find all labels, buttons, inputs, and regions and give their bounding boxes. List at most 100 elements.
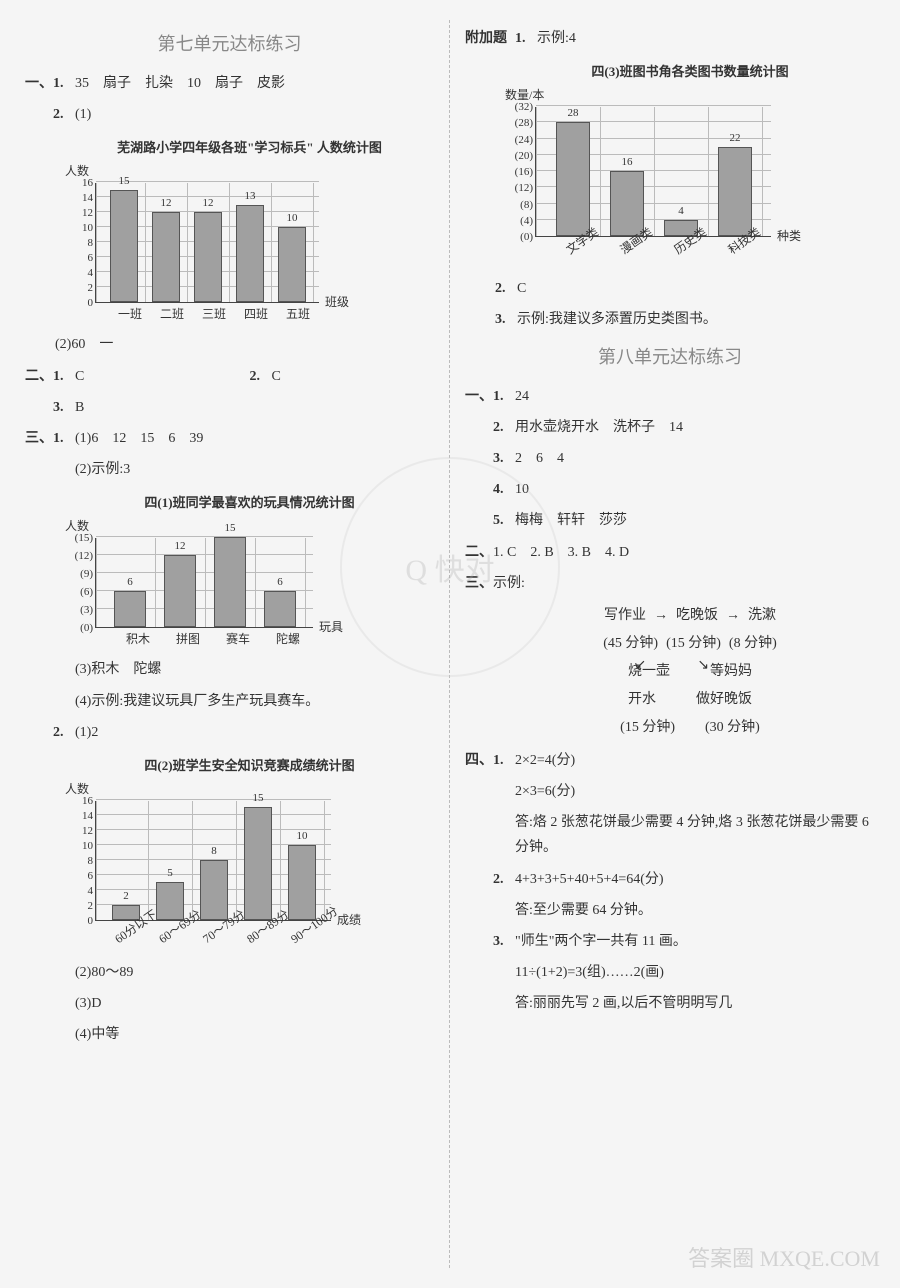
major-num: 一、	[25, 71, 53, 96]
bar-value: 15	[253, 792, 264, 804]
bar: 15	[244, 807, 272, 920]
u8-2: 二、1. C 2. B 3. B 4. D	[465, 540, 875, 565]
right-column: 附加题 1. 示例:4 四(3)班图书角各类图书数量统计图 数量/本 (0)(4…	[450, 20, 890, 1268]
row-3-2: 2.(1)2	[25, 720, 434, 745]
row-3-1-2: (2)示例:3	[75, 457, 434, 482]
chart2: 四(1)班同学最喜欢的玩具情况统计图 人数 (0)(3)(6)(9)(12)(1…	[65, 492, 434, 647]
row-1-2: 2. (1)	[25, 102, 434, 127]
u8-4-3-ans: 答:丽丽先写 2 画,以后不管明明写几	[515, 991, 875, 1016]
bar-value: 12	[161, 197, 172, 209]
extra-q2: 2.C	[495, 276, 875, 301]
bar-value: 15	[119, 175, 130, 187]
extra-row: 附加题 1. 示例:4	[465, 26, 875, 51]
x-category: 一班	[109, 305, 151, 322]
bar-value: 6	[127, 576, 133, 588]
bar-value: 16	[622, 156, 633, 168]
u8-1-3: 3.2 6 4	[465, 446, 875, 471]
row-3-2-2: (2)80～89	[75, 960, 434, 985]
unit8-title: 第八单元达标练习	[465, 343, 875, 369]
sub-label: (1)	[75, 102, 434, 127]
x-category: 二班	[151, 305, 193, 322]
flow-r1: 写作业→ 吃晚饭→ 洗漱	[505, 602, 875, 630]
x-axis-label: 班级	[325, 293, 349, 310]
chart1: 芜湖路小学四年级各班"学习标兵" 人数统计图 人数 02468101214161…	[65, 137, 434, 322]
flow-r2: 烧一壶 等妈妈	[505, 658, 875, 686]
bar: 8	[200, 860, 228, 920]
u8-1-2: 2.用水壶烧开水 洗杯子 14	[465, 415, 875, 440]
x-category: 拼图	[163, 630, 213, 647]
chart3-title: 四(2)班学生安全知识竞赛成绩统计图	[65, 755, 434, 774]
u8-4-3-l2: 11÷(1+2)=3(组)……2(画)	[515, 960, 875, 985]
u8-4-1: 四、1.2×2=4(分)	[465, 748, 875, 773]
bar-value: 15	[225, 522, 236, 534]
bar: 10	[278, 227, 306, 302]
u8-1-4: 4.10	[465, 477, 875, 502]
bar: 13	[236, 205, 264, 303]
x-axis-label: 玩具	[319, 618, 343, 635]
row-3-1: 三、 1. (1)6 12 15 6 39	[25, 426, 434, 451]
x-category: 四班	[235, 305, 277, 322]
flow-r3: 开水 做好晚饭	[505, 686, 875, 714]
bar: 28	[556, 122, 590, 236]
bar-value: 10	[287, 212, 298, 224]
row-2-3: 3.B	[25, 395, 434, 420]
flowchart: 写作业→ 吃晚饭→ 洗漱 (45 分钟) (15 分钟) (8 分钟) ↙ ↘ …	[505, 602, 875, 742]
x-axis-label: 成绩	[337, 911, 361, 928]
row-3-1-3: (3)积木 陀螺	[75, 657, 434, 682]
ans-text: 35 扇子 扎染 10 扇子 皮影	[75, 71, 434, 96]
x-category: 积木	[113, 630, 163, 647]
flow-r3t: (15 分钟) (30 分钟)	[505, 714, 875, 742]
bar-value: 12	[203, 197, 214, 209]
bar-value: 2	[123, 890, 129, 902]
x-category: 五班	[277, 305, 319, 322]
bar: 15	[214, 537, 246, 627]
u8-1-5: 5.梅梅 轩轩 莎莎	[465, 508, 875, 533]
bar: 6	[264, 591, 296, 627]
bar-value: 13	[245, 190, 256, 202]
bar-value: 28	[568, 107, 579, 119]
bar-value: 22	[730, 132, 741, 144]
u8-4-2: 2.4+3+3+5+40+5+4=64(分)	[465, 867, 875, 892]
left-column: 第七单元达标练习 一、 1. 35 扇子 扎染 10 扇子 皮影 2. (1) …	[10, 20, 450, 1268]
row-1-1: 一、 1. 35 扇子 扎染 10 扇子 皮影	[25, 71, 434, 96]
bar: 12	[194, 212, 222, 302]
bar: 6	[114, 591, 146, 627]
minor-num: 1.	[53, 71, 75, 96]
flow-r1t: (45 分钟) (15 分钟) (8 分钟)	[505, 630, 875, 658]
extra-label: 附加题	[465, 26, 515, 51]
bar-value: 4	[678, 205, 684, 217]
row-2: 二、 1.C 2.C	[25, 364, 434, 389]
x-category: 陀螺	[263, 630, 313, 647]
u8-4-3: 3."师生"两个字一共有 11 画。	[465, 929, 875, 954]
u8-4-2-ans: 答:至少需要 64 分钟。	[515, 898, 875, 923]
minor-num: 2.	[53, 102, 75, 127]
bar-value: 10	[297, 830, 308, 842]
bar-value: 5	[167, 867, 173, 879]
x-category: 赛车	[213, 630, 263, 647]
bar: 12	[164, 555, 196, 627]
extra-q3: 3.示例:我建议多添置历史类图书。	[495, 307, 875, 332]
unit7-title: 第七单元达标练习	[25, 30, 434, 56]
x-category: 三班	[193, 305, 235, 322]
bar: 15	[110, 190, 138, 303]
row-3-1-4: (4)示例:我建议玩具厂多生产玩具赛车。	[75, 689, 434, 714]
bar: 22	[718, 147, 752, 236]
chart1-title: 芜湖路小学四年级各班"学习标兵" 人数统计图	[65, 137, 434, 156]
row-3-2-4: (4)中等	[75, 1022, 434, 1047]
u8-3: 三、示例:	[465, 571, 875, 596]
chart4-title: 四(3)班图书角各类图书数量统计图	[505, 61, 875, 80]
x-axis-label: 种类	[777, 227, 801, 244]
u8-1-1: 一、1.24	[465, 384, 875, 409]
row-1-2-2: (2)60 一	[55, 332, 434, 357]
bar-value: 6	[277, 576, 283, 588]
bar: 12	[152, 212, 180, 302]
bar: 10	[288, 845, 316, 920]
chart2-title: 四(1)班同学最喜欢的玩具情况统计图	[65, 492, 434, 511]
u8-4-1-l2: 2×3=6(分)	[515, 779, 875, 804]
u8-4-1-ans: 答:烙 2 张葱花饼最少需要 4 分钟,烙 3 张葱花饼最少需要 6 分钟。	[515, 810, 875, 860]
bar-value: 12	[175, 540, 186, 552]
chart3: 四(2)班学生安全知识竞赛成绩统计图 人数 024681012141625815…	[65, 755, 434, 950]
row-3-2-3: (3)D	[75, 991, 434, 1016]
chart4: 四(3)班图书角各类图书数量统计图 数量/本 (0)(4)(8)(12)(16)…	[505, 61, 875, 266]
bar-value: 8	[211, 845, 217, 857]
